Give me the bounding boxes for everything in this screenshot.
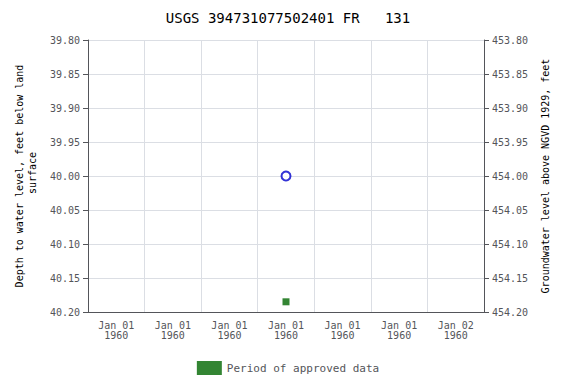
svg-text:Jan 01: Jan 01 <box>381 319 418 331</box>
svg-text:453.85: 453.85 <box>492 69 528 80</box>
svg-text:454.00: 454.00 <box>492 171 528 182</box>
svg-text:1960: 1960 <box>161 330 185 341</box>
svg-text:39.90: 39.90 <box>50 103 80 114</box>
svg-text:40.05: 40.05 <box>50 205 80 216</box>
svg-text:surface: surface <box>27 152 38 200</box>
svg-text:1960: 1960 <box>387 330 411 341</box>
svg-text:453.80: 453.80 <box>492 35 528 46</box>
svg-text:1960: 1960 <box>274 330 298 341</box>
svg-text:1960: 1960 <box>331 330 355 341</box>
svg-text:39.80: 39.80 <box>50 35 80 46</box>
svg-text:39.95: 39.95 <box>50 137 80 148</box>
svg-text:454.20: 454.20 <box>492 307 528 318</box>
svg-text:Period of approved data: Period of approved data <box>227 362 379 375</box>
svg-text:40.20: 40.20 <box>50 307 80 318</box>
svg-text:Jan 01: Jan 01 <box>211 319 248 331</box>
svg-text:Jan 01: Jan 01 <box>324 319 361 331</box>
svg-text:1960: 1960 <box>104 330 128 341</box>
svg-text:453.95: 453.95 <box>492 137 528 148</box>
svg-text:40.10: 40.10 <box>50 239 80 250</box>
svg-text:Depth to water level, feet bel: Depth to water level, feet below land <box>14 65 25 288</box>
svg-text:454.05: 454.05 <box>492 205 528 216</box>
svg-text:454.10: 454.10 <box>492 239 528 250</box>
svg-text:Jan 01: Jan 01 <box>98 319 135 331</box>
svg-text:40.15: 40.15 <box>50 273 80 284</box>
svg-text:1960: 1960 <box>444 330 468 341</box>
svg-text:453.90: 453.90 <box>492 103 528 114</box>
svg-text:Jan 01: Jan 01 <box>267 319 305 331</box>
svg-text:40.00: 40.00 <box>50 171 80 182</box>
svg-text:1960: 1960 <box>217 330 241 341</box>
svg-text:USGS 394731077502401 FR 131: USGS 394731077502401 FR 131 <box>166 10 410 26</box>
svg-text:Jan 01: Jan 01 <box>154 319 191 331</box>
svg-text:Groundwater level above NGVD 1: Groundwater level above NGVD 1929, feet <box>540 59 551 294</box>
svg-text:Jan 02: Jan 02 <box>437 319 474 331</box>
svg-text:454.15: 454.15 <box>492 273 528 284</box>
svg-text:39.85: 39.85 <box>50 69 80 80</box>
